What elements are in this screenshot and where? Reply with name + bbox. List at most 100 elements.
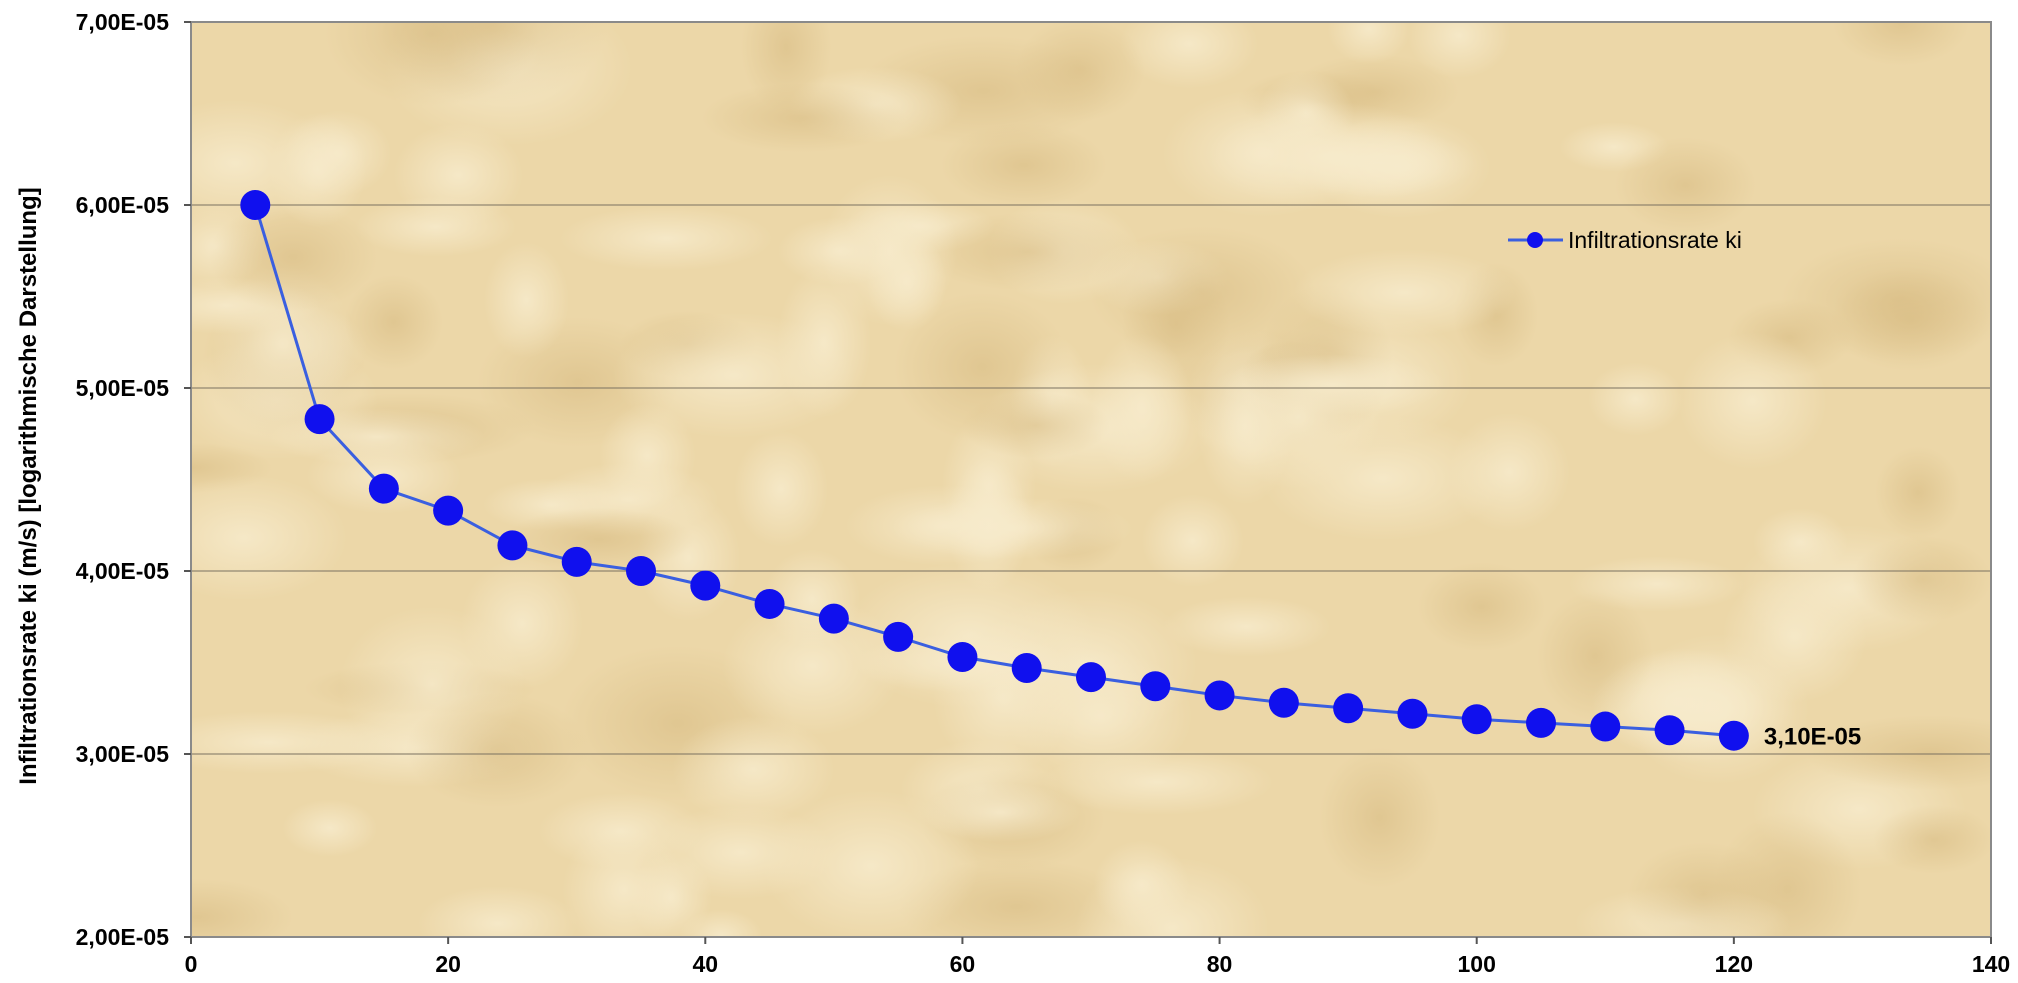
texture-blotch bbox=[722, 596, 903, 736]
texture-blotch bbox=[612, 312, 856, 439]
x-axis-ticks: 0 20 40 60 80 100 120 140 bbox=[185, 937, 2010, 977]
texture-blotch bbox=[1806, 715, 1991, 791]
y-tick-label: 5,00E-05 bbox=[76, 375, 170, 401]
y-tick-label: 2,00E-05 bbox=[76, 924, 170, 950]
x-tick-label: 80 bbox=[1207, 951, 1233, 977]
texture-blotch bbox=[282, 799, 378, 857]
data-point bbox=[690, 570, 721, 601]
texture-blotch bbox=[344, 274, 443, 370]
texture-blotch bbox=[483, 242, 570, 359]
data-point bbox=[433, 495, 464, 526]
texture-blotch bbox=[777, 217, 902, 286]
texture-blotch bbox=[191, 711, 398, 774]
x-tick-label: 100 bbox=[1458, 951, 1496, 977]
x-tick-label: 140 bbox=[1972, 951, 2010, 977]
texture-blotch bbox=[208, 202, 378, 312]
data-point bbox=[1526, 707, 1556, 738]
x-tick-label: 20 bbox=[435, 951, 461, 977]
data-point bbox=[1076, 662, 1106, 693]
y-tick-label: 3,00E-05 bbox=[76, 741, 170, 767]
texture-blotch bbox=[1832, 22, 1970, 66]
texture-blotch bbox=[701, 83, 905, 153]
texture-blotch bbox=[559, 206, 774, 271]
data-point bbox=[368, 473, 399, 504]
texture-blotch bbox=[1318, 747, 1441, 889]
data-point bbox=[1333, 693, 1364, 724]
texture-blotch bbox=[1627, 842, 1780, 937]
data-point bbox=[818, 603, 849, 634]
data-label: 3,10E-05 bbox=[1764, 724, 1861, 751]
texture-blotch bbox=[1327, 22, 1411, 65]
texture-blotch bbox=[1407, 22, 1511, 79]
texture-blotch bbox=[947, 456, 1031, 593]
data-point bbox=[1461, 704, 1492, 735]
data-point bbox=[497, 530, 528, 561]
legend-label: Infiltrationsrate ki bbox=[1568, 227, 1742, 253]
y-tick-label: 7,00E-05 bbox=[76, 9, 170, 35]
texture-blotch bbox=[268, 408, 485, 466]
gridlines bbox=[191, 204, 1991, 755]
x-tick-label: 40 bbox=[692, 951, 718, 977]
texture-blotch bbox=[921, 782, 1081, 843]
data-point bbox=[304, 404, 335, 435]
y-tick-label: 6,00E-05 bbox=[76, 192, 170, 218]
texture-blotch bbox=[1852, 535, 1991, 623]
data-point bbox=[1718, 720, 1749, 751]
texture-blotch bbox=[1141, 494, 1244, 588]
texture-blotch bbox=[679, 909, 763, 937]
plot-border bbox=[190, 21, 1992, 938]
texture-blotch bbox=[1292, 248, 1516, 337]
texture-blotch bbox=[1873, 804, 1991, 875]
texture-blotch bbox=[1417, 562, 1546, 652]
data-point bbox=[1204, 680, 1235, 711]
texture-blotch bbox=[1215, 354, 1448, 415]
data-point bbox=[1397, 698, 1428, 729]
texture-blotch bbox=[393, 123, 524, 228]
texture-blotch bbox=[1587, 362, 1684, 436]
y-tick-label: 4,00E-05 bbox=[76, 558, 170, 584]
legend: Infiltrationsrate ki bbox=[1508, 227, 1742, 253]
annotation-layer: 3,10E-05 bbox=[1764, 724, 1861, 751]
texture-blotch bbox=[961, 392, 1110, 459]
texture-blotch bbox=[191, 474, 348, 601]
texture-blotch bbox=[1120, 22, 1259, 89]
series-layer bbox=[240, 190, 1749, 751]
data-point bbox=[1268, 687, 1299, 718]
texture-blotch bbox=[1780, 238, 1991, 362]
data-point bbox=[754, 588, 785, 619]
texture-blotch bbox=[1088, 225, 1315, 359]
data-point bbox=[1590, 711, 1621, 742]
texture-blotch bbox=[917, 212, 1139, 292]
texture-blotch bbox=[763, 790, 979, 937]
texture-blotch bbox=[191, 878, 294, 937]
texture-blotch bbox=[1093, 840, 1190, 930]
texture-blotch bbox=[940, 123, 1108, 208]
texture-blotch bbox=[324, 22, 539, 107]
x-tick-label: 60 bbox=[950, 951, 976, 977]
texture-blotch bbox=[599, 403, 696, 508]
data-point bbox=[947, 642, 978, 673]
data-point bbox=[883, 621, 914, 652]
y-axis-ticks: 2,00E-05 3,00E-05 4,00E-05 5,00E-05 6,00E-05… bbox=[76, 9, 191, 950]
texture-blotch bbox=[405, 692, 589, 808]
texture-blotch bbox=[671, 716, 835, 823]
texture-blotch bbox=[269, 112, 367, 228]
texture-blotch bbox=[1448, 412, 1571, 532]
data-point bbox=[1140, 671, 1171, 702]
texture-blotch bbox=[1162, 596, 1331, 657]
legend-marker-icon bbox=[1527, 232, 1543, 248]
texture-blotch bbox=[504, 507, 694, 572]
x-tick-label: 0 bbox=[185, 951, 198, 977]
texture-blotch bbox=[734, 430, 829, 548]
texture-blotch bbox=[1207, 101, 1452, 211]
x-tick-label: 120 bbox=[1715, 951, 1753, 977]
texture-blotch bbox=[1677, 332, 1827, 470]
texture-blotch bbox=[417, 886, 578, 937]
data-point bbox=[240, 190, 271, 220]
data-point bbox=[561, 546, 592, 577]
data-point bbox=[1011, 652, 1042, 683]
texture-blotch bbox=[562, 825, 686, 937]
texture-blotch bbox=[1614, 137, 1757, 234]
